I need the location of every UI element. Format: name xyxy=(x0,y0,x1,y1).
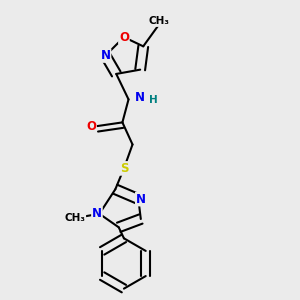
Text: N: N xyxy=(135,92,145,104)
Text: N: N xyxy=(100,49,110,62)
Text: CH₃: CH₃ xyxy=(64,213,86,223)
Text: S: S xyxy=(120,162,128,175)
Text: N: N xyxy=(136,193,146,206)
Text: O: O xyxy=(119,31,129,44)
Text: N: N xyxy=(92,207,102,220)
Text: O: O xyxy=(86,120,96,133)
Text: H: H xyxy=(149,95,158,105)
Text: CH₃: CH₃ xyxy=(149,16,170,26)
